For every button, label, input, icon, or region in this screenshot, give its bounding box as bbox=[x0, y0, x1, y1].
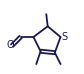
Text: O: O bbox=[6, 40, 14, 50]
Text: S: S bbox=[61, 32, 67, 42]
